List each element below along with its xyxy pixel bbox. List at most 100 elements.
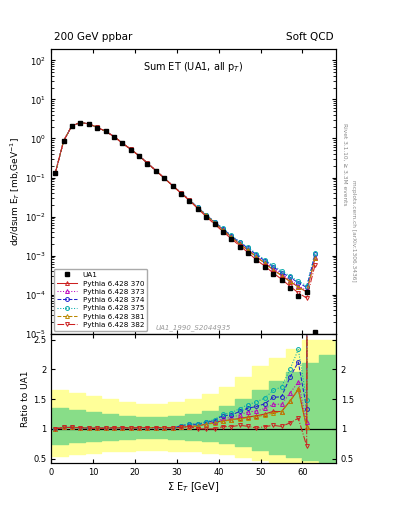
- UA1: [195, 205, 200, 211]
- Pythia 6.428 373: [103, 128, 108, 134]
- Pythia 6.428 381: [271, 267, 275, 273]
- Pythia 6.428 382: [212, 221, 217, 227]
- UA1: [170, 183, 175, 189]
- Pythia 6.428 373: [187, 197, 192, 203]
- Pythia 6.428 381: [279, 272, 284, 279]
- Pythia 6.428 374: [237, 239, 242, 245]
- UA1: [103, 129, 108, 135]
- Pythia 6.428 381: [212, 220, 217, 226]
- Pythia 6.428 382: [162, 175, 167, 181]
- Pythia 6.428 382: [187, 197, 192, 203]
- Pythia 6.428 374: [179, 189, 184, 196]
- Pythia 6.428 382: [288, 283, 292, 289]
- Pythia 6.428 375: [195, 204, 200, 210]
- UA1: [137, 153, 141, 159]
- UA1: [304, 289, 309, 295]
- Pythia 6.428 370: [53, 170, 58, 176]
- Pythia 6.428 373: [78, 119, 83, 125]
- UA1: [313, 329, 318, 335]
- Pythia 6.428 373: [296, 283, 301, 289]
- Y-axis label: Ratio to UA1: Ratio to UA1: [21, 370, 30, 427]
- Pythia 6.428 382: [237, 243, 242, 249]
- Pythia 6.428 381: [154, 167, 158, 174]
- UA1: [179, 190, 184, 197]
- Pythia 6.428 381: [204, 212, 208, 219]
- Pythia 6.428 370: [112, 134, 116, 140]
- Pythia 6.428 373: [86, 121, 91, 127]
- Pythia 6.428 382: [137, 153, 141, 159]
- Pythia 6.428 370: [145, 160, 150, 166]
- Pythia 6.428 373: [137, 153, 141, 159]
- Pythia 6.428 381: [103, 128, 108, 134]
- Pythia 6.428 381: [112, 134, 116, 140]
- Pythia 6.428 374: [212, 219, 217, 225]
- Pythia 6.428 375: [263, 257, 267, 263]
- Pythia 6.428 381: [313, 255, 318, 262]
- Pythia 6.428 373: [179, 190, 184, 196]
- Text: Soft QCD: Soft QCD: [286, 32, 333, 41]
- UA1: [154, 168, 158, 174]
- Pythia 6.428 375: [229, 232, 233, 239]
- Line: Pythia 6.428 375: Pythia 6.428 375: [53, 121, 317, 288]
- Pythia 6.428 373: [313, 254, 318, 260]
- Pythia 6.428 374: [95, 124, 99, 131]
- Pythia 6.428 374: [70, 122, 74, 129]
- Line: Pythia 6.428 373: Pythia 6.428 373: [53, 121, 317, 292]
- Pythia 6.428 382: [112, 134, 116, 140]
- Pythia 6.428 374: [61, 138, 66, 144]
- Pythia 6.428 381: [70, 122, 74, 129]
- Pythia 6.428 375: [296, 278, 301, 284]
- Pythia 6.428 373: [254, 252, 259, 259]
- Pythia 6.428 381: [304, 289, 309, 295]
- Pythia 6.428 370: [313, 255, 318, 261]
- Pythia 6.428 370: [179, 190, 184, 196]
- Pythia 6.428 375: [212, 219, 217, 225]
- Pythia 6.428 375: [78, 119, 83, 125]
- Pythia 6.428 370: [271, 267, 275, 273]
- Pythia 6.428 374: [263, 258, 267, 264]
- Pythia 6.428 370: [170, 183, 175, 189]
- UA1: [263, 264, 267, 270]
- Pythia 6.428 370: [263, 260, 267, 266]
- UA1: [279, 277, 284, 283]
- Pythia 6.428 381: [95, 124, 99, 131]
- Pythia 6.428 373: [204, 212, 208, 219]
- Pythia 6.428 381: [61, 138, 66, 144]
- Pythia 6.428 373: [220, 226, 225, 232]
- Pythia 6.428 373: [237, 240, 242, 246]
- Line: Pythia 6.428 370: Pythia 6.428 370: [53, 121, 317, 294]
- Pythia 6.428 381: [263, 260, 267, 266]
- Pythia 6.428 375: [86, 121, 91, 127]
- Pythia 6.428 370: [229, 234, 233, 240]
- Pythia 6.428 375: [103, 128, 108, 134]
- Pythia 6.428 382: [145, 160, 150, 166]
- X-axis label: $\Sigma$ E$_T$ [GeV]: $\Sigma$ E$_T$ [GeV]: [167, 480, 220, 494]
- Pythia 6.428 373: [95, 124, 99, 131]
- Text: Rivet 3.1.10, ≥ 3.3M events: Rivet 3.1.10, ≥ 3.3M events: [342, 122, 347, 205]
- Pythia 6.428 370: [120, 140, 125, 146]
- Pythia 6.428 382: [220, 228, 225, 234]
- Pythia 6.428 381: [86, 121, 91, 127]
- UA1: [237, 244, 242, 250]
- Pythia 6.428 373: [61, 138, 66, 144]
- Pythia 6.428 370: [204, 212, 208, 219]
- Pythia 6.428 382: [204, 214, 208, 220]
- Pythia 6.428 375: [120, 140, 125, 146]
- Pythia 6.428 374: [145, 160, 150, 166]
- Line: Pythia 6.428 382: Pythia 6.428 382: [53, 121, 317, 300]
- Pythia 6.428 382: [78, 119, 83, 125]
- Line: UA1: UA1: [53, 120, 318, 334]
- Pythia 6.428 373: [112, 134, 116, 140]
- Text: Sum ET (UA1, all p$_T$): Sum ET (UA1, all p$_T$): [143, 60, 244, 74]
- UA1: [204, 214, 208, 220]
- Pythia 6.428 375: [254, 251, 259, 257]
- UA1: [70, 123, 74, 129]
- UA1: [254, 257, 259, 263]
- Pythia 6.428 373: [229, 233, 233, 240]
- UA1: [296, 292, 301, 298]
- Pythia 6.428 373: [246, 246, 250, 252]
- Pythia 6.428 374: [288, 274, 292, 280]
- Pythia 6.428 382: [95, 124, 99, 131]
- Text: 200 GeV ppbar: 200 GeV ppbar: [54, 32, 132, 41]
- Pythia 6.428 370: [212, 219, 217, 225]
